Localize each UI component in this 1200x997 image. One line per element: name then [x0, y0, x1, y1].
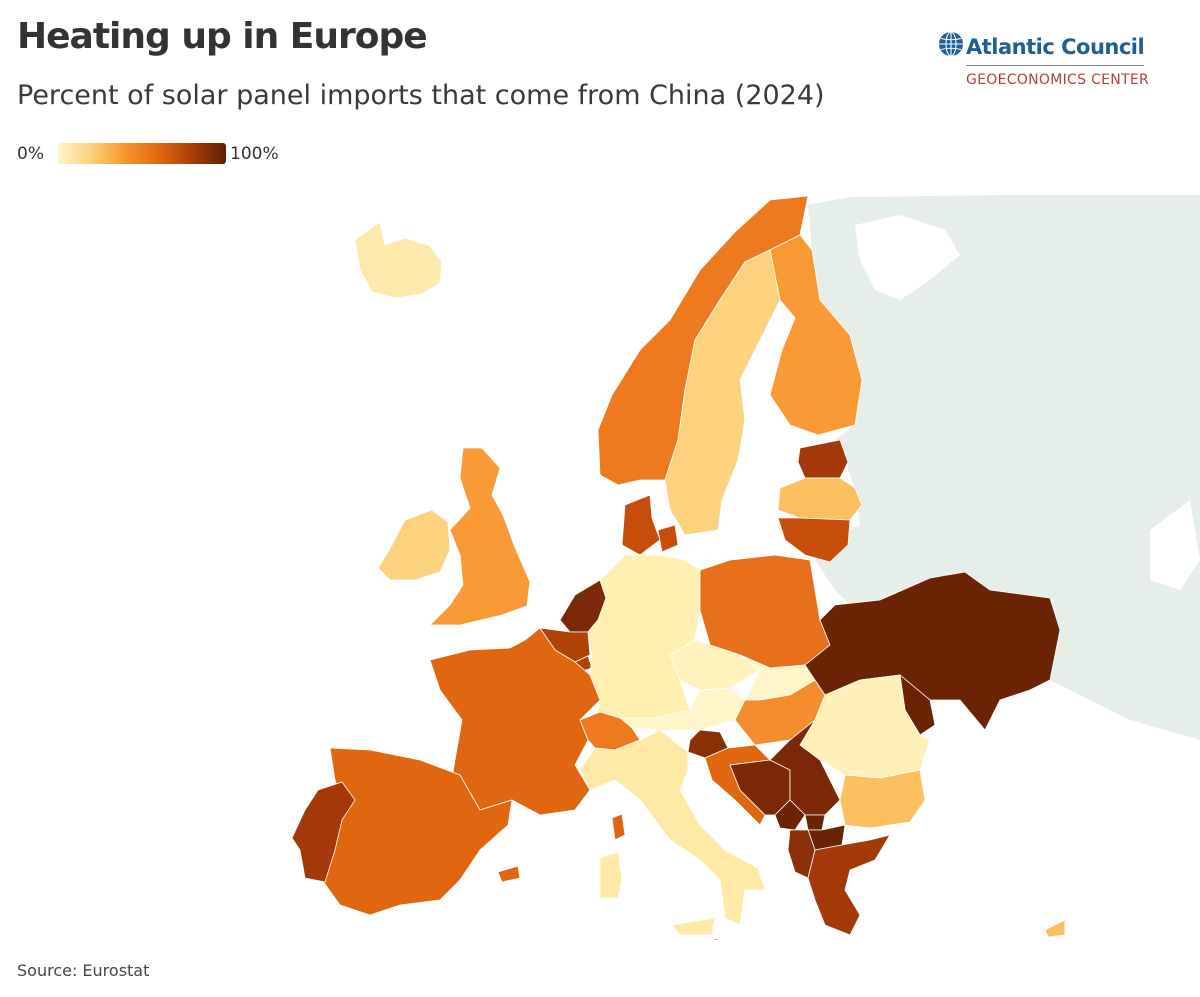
country-greece	[807, 834, 891, 936]
country-portugal	[291, 781, 356, 883]
logo-name: Atlantic Council	[966, 35, 1145, 59]
country-bosnia-and-herzegovina	[729, 759, 791, 816]
country-france-corsica	[611, 813, 626, 841]
chart-subtitle: Percent of solar panel imports that come…	[17, 80, 825, 111]
country-italy-sicily	[671, 917, 716, 936]
country-malta	[711, 937, 720, 940]
source-note: Source: Eurostat	[17, 961, 150, 980]
globe-icon	[939, 31, 963, 57]
country-lithuania	[777, 517, 851, 563]
country-sweden	[664, 249, 781, 536]
logo-center-name: GEOECONOMICS CENTER	[966, 72, 1150, 88]
legend-min-label: 0%	[17, 144, 44, 164]
logo-divider	[966, 65, 1144, 66]
background-land-russia	[808, 195, 1200, 740]
country-estonia	[797, 439, 849, 479]
legend-max-label: 100%	[230, 144, 279, 164]
country-ireland	[377, 509, 451, 581]
europe-choropleth-map	[291, 195, 1200, 940]
country-united-kingdom	[429, 447, 531, 626]
country-italy-sardinia	[599, 851, 623, 899]
country-germany	[587, 554, 701, 719]
country-cyprus	[1044, 919, 1066, 938]
country-denmark	[621, 494, 679, 556]
atlantic-council-logo: Atlantic Council GEOECONOMICS CENTER	[938, 28, 1173, 98]
country-iceland	[354, 221, 443, 299]
chart-title: Heating up in Europe	[17, 16, 428, 57]
country-serbia	[769, 719, 841, 816]
country-bulgaria	[839, 769, 926, 829]
country-spain-balearic-islands	[497, 865, 521, 883]
country-latvia	[777, 477, 863, 521]
country-italy	[579, 729, 766, 926]
country-kosovo	[804, 814, 826, 831]
background-land-white-sea	[855, 215, 960, 300]
background-land-caspian	[1150, 500, 1200, 590]
country-montenegro	[774, 799, 806, 831]
legend-gradient-bar	[58, 143, 226, 164]
country-finland	[769, 234, 863, 436]
country-borders	[599, 554, 811, 656]
